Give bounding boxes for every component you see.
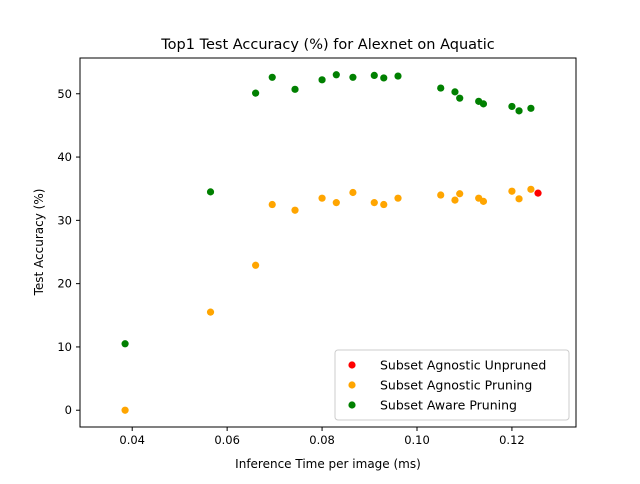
data-point — [508, 187, 516, 195]
y-tick-label: 40 — [57, 150, 72, 164]
legend: Subset Agnostic Unpruned Subset Agnostic … — [334, 349, 570, 421]
data-point — [437, 84, 445, 92]
data-point — [508, 102, 516, 111]
data-point — [206, 308, 215, 316]
data-point — [380, 74, 388, 82]
data-point — [332, 71, 340, 79]
legend-label: Subset Agnostic Pruning — [380, 378, 532, 393]
data-point — [291, 206, 299, 214]
data-point — [437, 191, 445, 199]
data-point — [370, 71, 378, 80]
data-point — [252, 89, 260, 97]
legend-label: Subset Agnostic Unpruned — [380, 358, 546, 373]
x-tick-label: 0.10 — [404, 433, 430, 447]
series-1 — [121, 185, 535, 414]
data-point — [332, 199, 340, 207]
y-axis: 0 10 20 30 40 50 — [57, 87, 80, 417]
data-point — [456, 94, 464, 102]
data-point — [451, 196, 459, 204]
x-tick-label: 0.12 — [499, 433, 525, 447]
data-point — [515, 107, 523, 115]
data-point — [527, 185, 535, 193]
data-point — [318, 76, 326, 84]
legend-marker — [348, 401, 356, 409]
legend-marker — [348, 361, 356, 369]
data-point — [252, 261, 260, 269]
data-point — [349, 73, 357, 81]
data-point — [534, 189, 542, 197]
y-axis-label: Test Accuracy (%) — [32, 189, 46, 297]
data-point — [349, 188, 357, 197]
y-tick-label: 30 — [57, 213, 72, 227]
chart-title: Top1 Test Accuracy (%) for Alexnet on Aq… — [160, 37, 494, 53]
data-point — [318, 194, 326, 202]
x-tick-label: 0.08 — [309, 433, 335, 447]
x-axis: 0.04 0.06 0.08 0.10 0.12 — [119, 427, 525, 447]
data-point — [515, 195, 523, 203]
y-tick-label: 10 — [57, 340, 72, 354]
x-tick-label: 0.04 — [119, 433, 145, 447]
data-point — [121, 340, 129, 348]
data-point — [451, 88, 459, 96]
data-point — [268, 200, 276, 209]
data-point — [206, 188, 215, 196]
data-point — [527, 104, 535, 112]
data-point — [479, 197, 488, 205]
legend-box — [334, 349, 570, 421]
y-tick-label: 20 — [57, 277, 72, 291]
series-0 — [534, 189, 542, 197]
data-point — [479, 100, 488, 108]
series-2 — [121, 71, 535, 348]
data-point — [121, 406, 129, 414]
data-point — [370, 199, 378, 207]
data-point — [394, 194, 402, 202]
data-point — [380, 200, 388, 209]
data-point — [456, 190, 464, 198]
data-point — [268, 73, 276, 81]
legend-marker — [348, 381, 356, 389]
y-tick-label: 0 — [65, 403, 72, 417]
x-axis-label: Inference Time per image (ms) — [235, 457, 421, 471]
data-points — [121, 71, 542, 414]
x-tick-label: 0.06 — [214, 433, 240, 447]
y-tick-label: 50 — [57, 87, 72, 101]
legend-label: Subset Aware Pruning — [380, 398, 517, 413]
data-point — [394, 72, 402, 80]
data-point — [291, 85, 299, 93]
